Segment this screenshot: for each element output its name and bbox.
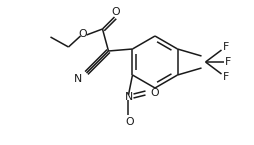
Text: N: N — [125, 92, 134, 102]
Text: F: F — [223, 72, 229, 82]
Text: F: F — [224, 57, 231, 67]
Text: O: O — [111, 7, 120, 17]
Text: O: O — [125, 117, 134, 127]
Text: O: O — [78, 29, 87, 39]
Text: O: O — [150, 88, 159, 98]
Text: F: F — [223, 42, 229, 52]
Text: N: N — [74, 74, 83, 84]
